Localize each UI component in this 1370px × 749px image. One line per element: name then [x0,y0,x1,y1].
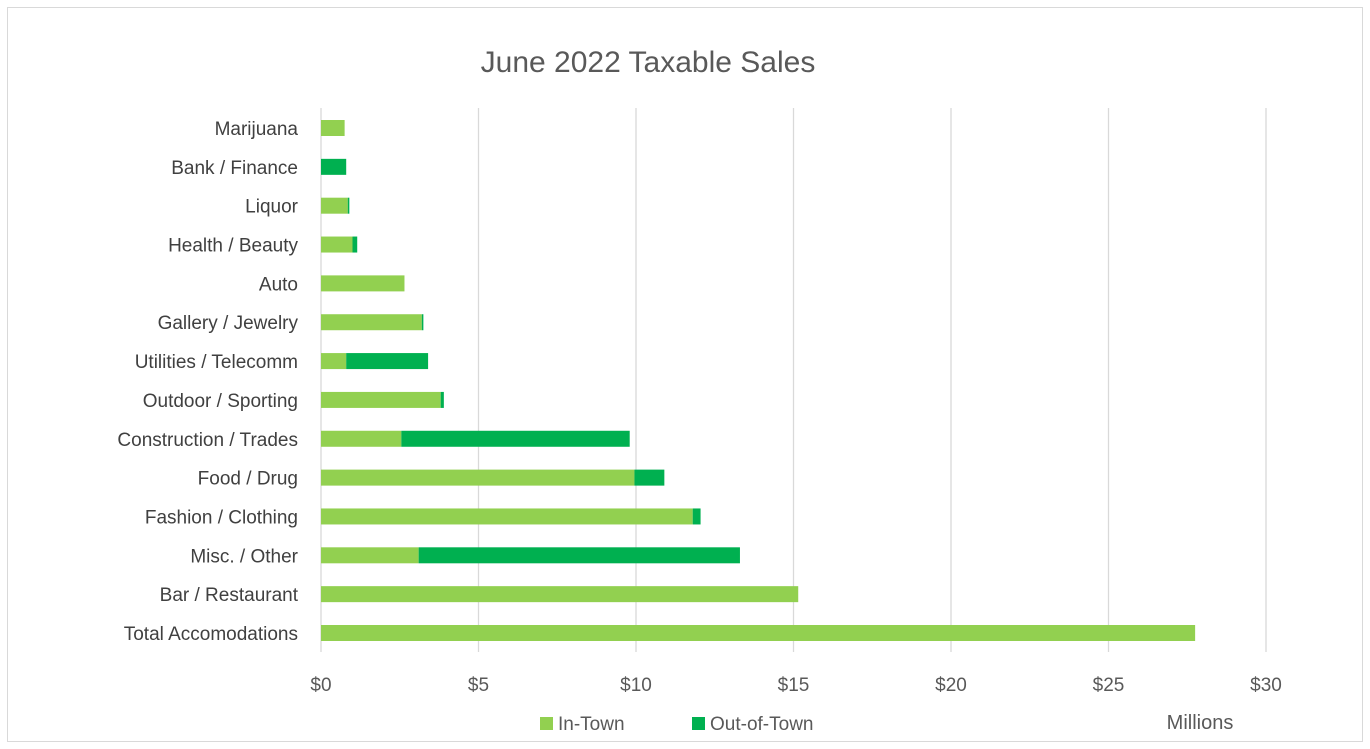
category-label: Misc. / Other [190,546,298,567]
bar-out-of-town [346,353,429,370]
x-tick-label: $0 [310,675,331,696]
legend: In-Town Out-of-Town [540,714,813,735]
category-label: Fashion / Clothing [145,507,298,528]
category-label: Total Accomodations [124,624,298,645]
x-tick-labels: $0 $5 $10 $15 $20 $25 $30 [310,675,1281,696]
bar-in-town [321,508,693,525]
category-label: Liquor [245,197,298,218]
legend-label: Out-of-Town [710,714,813,735]
category-label: Auto [259,274,298,295]
category-label: Marijuana [215,119,299,140]
bar-in-town [321,430,402,447]
bar-in-town [321,197,348,214]
x-tick-label: $15 [778,675,810,696]
category-label: Gallery / Jewelry [158,313,299,334]
gridlines [320,108,1267,652]
chart-frame [7,7,1363,742]
bar-in-town [321,625,1196,641]
bar-out-of-town [418,547,740,564]
x-tick-label: $30 [1250,675,1282,696]
bar-out-of-town [440,391,444,408]
legend-swatch [692,717,705,730]
bar-in-town [321,586,799,603]
bar-in-town [321,236,353,253]
category-label: Bank / Finance [171,158,298,179]
category-label: Health / Beauty [168,236,298,257]
category-labels: Marijuana Bank / Finance Liquor Health / Be… [117,119,298,645]
bars [321,120,1196,641]
category-label: Bar / Restaurant [160,585,299,606]
bar-out-of-town [692,508,701,525]
bar-in-town [321,314,422,331]
bar-in-town [321,275,405,292]
legend-swatch [540,717,553,730]
legend-label: In-Town [558,714,625,735]
category-label: Construction / Trades [117,430,298,451]
category-label: Outdoor / Sporting [143,391,298,412]
bar-out-of-town [421,314,424,331]
bar-in-town [321,469,635,486]
x-tick-label: $10 [620,675,652,696]
bar-out-of-town [321,158,347,175]
x-tick-label: $20 [935,675,967,696]
bar-out-of-town [401,430,630,447]
chart-title: June 2022 Taxable Sales [481,46,816,79]
bar-out-of-town [352,236,358,253]
category-label: Food / Drug [198,469,298,490]
bar-out-of-town [347,197,350,214]
units-label: Millions [1167,712,1234,734]
bar-in-town [321,120,345,136]
bar-in-town [321,353,347,370]
category-label: Utilities / Telecomm [135,352,298,373]
bar-in-town [321,391,441,408]
bar-out-of-town [634,469,665,486]
x-tick-label: $5 [468,675,489,696]
bar-in-town [321,547,419,564]
x-tick-label: $25 [1093,675,1125,696]
